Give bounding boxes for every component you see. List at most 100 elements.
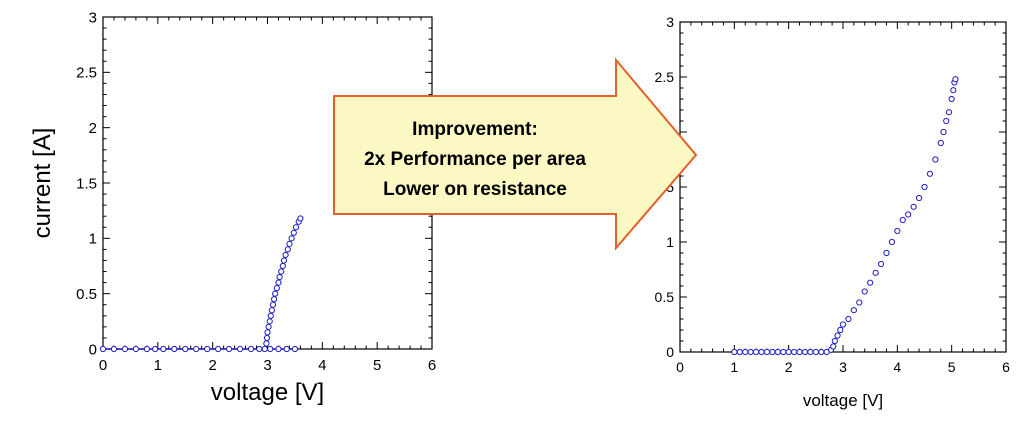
data-point (785, 348, 792, 356)
data-point (769, 348, 776, 356)
y-tick-label: 0 (89, 341, 97, 358)
callout-title: Improvement: (412, 119, 538, 140)
callout-arrow-shape (333, 57, 698, 251)
data-point (151, 345, 159, 353)
data-point (758, 348, 765, 356)
x-tick-label: 0 (99, 357, 107, 374)
x-tick-label: 2 (208, 357, 216, 374)
x-tick-label: 1 (730, 359, 738, 375)
data-point (261, 345, 268, 353)
data-point (226, 345, 233, 353)
data-point (948, 95, 955, 103)
data-point (926, 170, 934, 177)
data-point (867, 279, 874, 286)
data-point (278, 268, 285, 275)
y-tick-label: 0.5 (76, 286, 97, 303)
y-tick-label: 3 (666, 14, 674, 30)
data-point (288, 235, 295, 242)
x-axis-label: voltage [V] (803, 391, 883, 410)
data-point (263, 334, 271, 342)
data-point (270, 296, 278, 303)
y-tick-label: 2.5 (76, 65, 97, 82)
callout-line-performance: 2x Performance per area (364, 149, 586, 170)
data-point (263, 340, 270, 347)
x-tick-label: 6 (1002, 359, 1010, 375)
data-point (763, 348, 771, 356)
x-tick-label: 4 (893, 359, 901, 375)
data-point (286, 240, 293, 247)
data-point (273, 285, 280, 292)
data-point (910, 203, 917, 210)
y-axis-label: current [A] (29, 128, 56, 239)
x-tick-label: 3 (263, 357, 271, 374)
data-point (215, 345, 222, 353)
x-tick-label: 1 (154, 357, 162, 374)
data-point (945, 109, 953, 116)
data-series (99, 215, 304, 353)
data-point (839, 321, 847, 328)
data-point (894, 227, 901, 235)
data-point (774, 348, 781, 356)
left-chart: 0 1 2 3 4 5 6 0 0.5 1 1.5 2 2.5 3 voltage [V] current [… (29, 9, 436, 406)
data-point (845, 315, 852, 323)
data-point (872, 269, 879, 276)
data-point (796, 348, 803, 356)
data-point (915, 194, 923, 202)
x-tick-label: 6 (428, 357, 436, 374)
data-point (280, 257, 288, 264)
data-point (279, 262, 286, 270)
data-point (831, 337, 838, 345)
data-point (110, 345, 118, 353)
data-point (731, 348, 738, 356)
y-tick-label: 1.5 (76, 175, 97, 192)
data-point (807, 348, 814, 356)
data-point (264, 329, 271, 336)
data-point (943, 117, 950, 125)
data-point (921, 183, 928, 191)
x-tick-label: 3 (839, 359, 847, 375)
data-point (752, 348, 760, 356)
data-point (747, 348, 754, 356)
data-point (830, 343, 837, 350)
data-point (932, 156, 939, 163)
data-point (292, 224, 300, 231)
data-point (276, 273, 283, 281)
data-point (818, 348, 825, 356)
data-point (736, 348, 743, 356)
x-axis-label: voltage [V] (211, 379, 324, 406)
data-point (856, 299, 863, 306)
data-point (888, 238, 896, 246)
data-point (267, 312, 274, 319)
data-point (182, 345, 189, 353)
data-point (269, 301, 277, 308)
x-tick-label: 5 (373, 357, 381, 374)
x-tick-label: 5 (948, 359, 956, 375)
data-point (268, 307, 275, 314)
y-tick-label: 2.5 (655, 69, 675, 85)
data-point (247, 345, 255, 353)
y-tick-label: 0 (666, 344, 674, 360)
data-point (290, 229, 297, 236)
data-point (132, 345, 139, 353)
data-point (834, 332, 841, 339)
data-point (780, 348, 787, 356)
data-point (282, 251, 289, 259)
data-series (731, 76, 959, 356)
data-point (275, 345, 282, 353)
data-point (160, 345, 167, 353)
data-point (236, 345, 244, 353)
y-tick-label: 1 (666, 234, 674, 250)
x-tick-label: 2 (785, 359, 793, 375)
x-tick-label: 0 (676, 359, 684, 375)
data-point (952, 76, 959, 83)
data-point (267, 345, 274, 353)
data-point (297, 215, 304, 222)
data-point (883, 249, 890, 257)
x-tick-label: 4 (318, 357, 326, 374)
data-point (837, 326, 844, 334)
data-point (99, 345, 107, 353)
data-point (950, 87, 957, 94)
data-point (812, 348, 819, 356)
